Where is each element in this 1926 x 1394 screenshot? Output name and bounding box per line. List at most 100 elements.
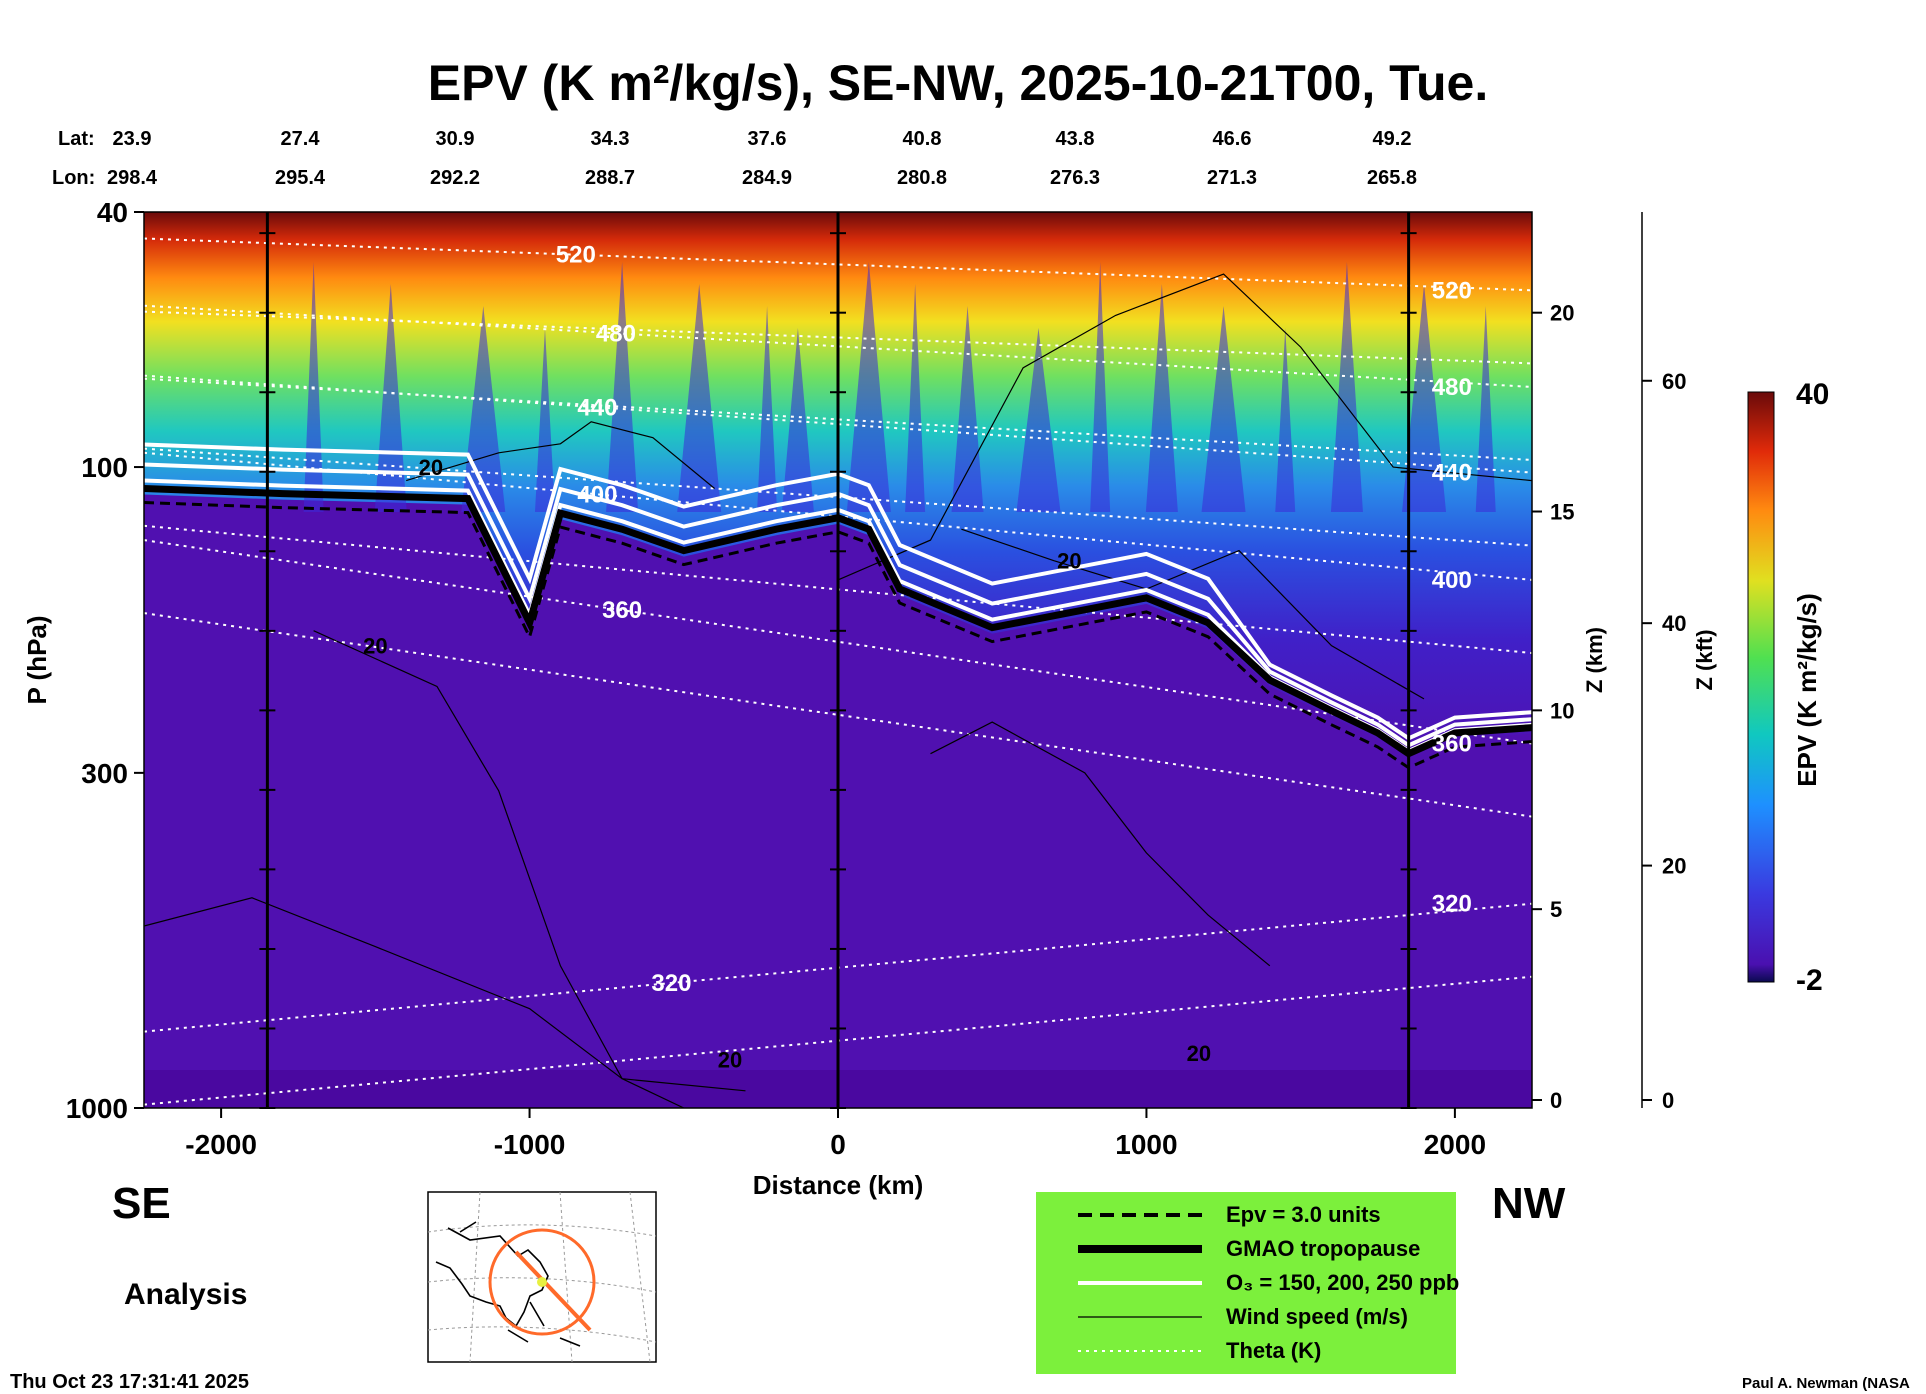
z-km-tick-label: 0 [1550,1088,1562,1113]
lat-label: Lat: [58,128,95,150]
lat-value: 37.6 [748,128,787,150]
legend-entry: GMAO tropopause [1226,1236,1420,1261]
y-tick-label: 300 [81,758,128,789]
analysis-label: Analysis [124,1278,247,1311]
x-tick-label: -1000 [494,1129,566,1160]
theta-contour-line [144,539,1532,745]
lat-value: 46.6 [1213,128,1252,150]
lon-value: 284.9 [742,167,792,189]
theta-label: 400 [1432,567,1472,594]
wind-contour-line [930,721,1271,967]
se-label: SE [112,1179,171,1228]
chart-title: EPV (K m²/kg/s), SE-NW, 2025-10-21T00, T… [428,55,1489,111]
inset-map [427,1191,657,1363]
lon-value: 276.3 [1050,167,1100,189]
wind-contour-line [144,897,746,1092]
theta-labels: 320 320 360 360 400 400 440 440 480 480 520 520 [556,242,1472,997]
epv-spikes [303,262,1496,512]
cross-section-path [514,1250,592,1332]
x-tick-label: 0 [830,1129,846,1160]
colorbar-gradient [1747,391,1775,983]
theta-contour-line [144,612,1532,818]
wind-contour-line [837,273,1532,581]
legend-entry: Theta (K) [1226,1338,1321,1363]
ozone-contour-line [144,442,1532,741]
wind-contour-line [313,630,685,1108]
z-km-label: Z (km) [1582,627,1607,693]
lon-value: 298.4 [107,167,158,189]
legend: Epv = 3.0 units GMAO tropopause O₃ = 150, … [1036,1192,1459,1374]
wind-label: 20 [1057,549,1081,574]
theta-label: 320 [1432,891,1472,918]
legend-entry: Wind speed (m/s) [1226,1304,1408,1329]
z-kft-axis: 0 20 40 60 [1641,212,1686,1113]
center-marker-icon [537,1277,547,1287]
lon-value: 295.4 [275,167,326,189]
wind-labels: 20 20 20 20 20 [363,455,1211,1072]
z-kft-tick-label: 0 [1662,1088,1674,1113]
colorbar-label: EPV (K m²/kg/s) [1792,593,1822,787]
colorbar: 40 -2 EPV (K m²/kg/s) [1747,378,1829,997]
y-axis-label: P (hPa) [22,615,52,704]
theta-label: 480 [596,320,636,347]
theta-label: 440 [1432,460,1472,487]
coastline [435,1221,581,1347]
lat-lon-header: 23.9 27.4 30.9 34.3 37.6 40.8 43.8 46.6 49.2 298.… [107,128,1417,189]
z-km-tick-label: 20 [1550,301,1574,326]
wind-label: 20 [363,634,387,659]
nw-label: NW [1492,1179,1566,1228]
legend-entry: O₃ = 150, 200, 250 ppb [1226,1270,1459,1295]
vertical-markers [259,212,1417,1109]
z-kft-tick-label: 60 [1662,369,1686,394]
z-km-tick-label: 10 [1550,698,1574,723]
y-axis: 40 100 300 1000 [66,197,144,1124]
wind-contour-line [406,421,715,489]
theta-label: 360 [1432,731,1472,758]
x-tick-label: -2000 [185,1129,257,1160]
lon-value: 292.2 [430,167,480,189]
cross-section-range-circle [488,1228,596,1336]
wind-speed-contours [144,273,1532,1108]
z-kft-tick-label: 20 [1662,854,1686,879]
x-tick-label: 1000 [1115,1129,1177,1160]
z-km-axis: 0 5 10 15 20 [1532,301,1574,1113]
lat-value: 30.9 [436,128,475,150]
lat-value: 27.4 [281,128,321,150]
z-kft-tick-label: 40 [1662,611,1686,636]
colorbar-min-label: -2 [1796,964,1823,997]
theta-label: 480 [1432,374,1472,401]
theta-label: 360 [602,597,642,624]
plot-area: 320 320 360 360 400 400 440 440 480 480 520 520 20 2… [143,211,1533,1109]
z-km-tick-label: 5 [1550,897,1562,922]
x-axis: -2000 -1000 0 1000 2000 [185,1108,1486,1160]
x-tick-label: 2000 [1424,1129,1486,1160]
credit: Paul A. Newman (NASA [1742,1375,1910,1392]
y-tick-label: 100 [81,452,128,483]
theta-label: 440 [577,394,617,421]
theta-label: 320 [651,970,691,997]
timestamp: Thu Oct 23 17:31:41 2025 [10,1371,249,1393]
epv-3-unit-contour [144,501,1532,770]
lat-value: 34.3 [591,128,630,150]
theta-label: 400 [577,481,617,508]
gmao-tropopause-line [144,485,1532,758]
wind-label: 20 [718,1047,742,1072]
lon-value: 280.8 [897,167,947,189]
wind-contour-line [961,528,1425,700]
lon-value: 288.7 [585,167,635,189]
lat-value: 40.8 [903,128,942,150]
z-km-tick-label: 15 [1550,500,1574,525]
ozone-contour-line [144,462,1532,748]
z-kft-label: Z (kft) [1692,629,1717,690]
theta-label: 520 [1432,277,1472,304]
wind-label: 20 [1187,1041,1211,1066]
lon-value: 271.3 [1207,167,1257,189]
legend-entry: Epv = 3.0 units [1226,1202,1381,1227]
lat-value: 43.8 [1056,128,1095,150]
lon-label: Lon: [52,167,95,189]
lat-value: 49.2 [1373,128,1412,150]
y-tick-label: 1000 [66,1093,128,1124]
y-tick-label: 40 [97,197,128,228]
theta-label: 520 [556,242,596,269]
